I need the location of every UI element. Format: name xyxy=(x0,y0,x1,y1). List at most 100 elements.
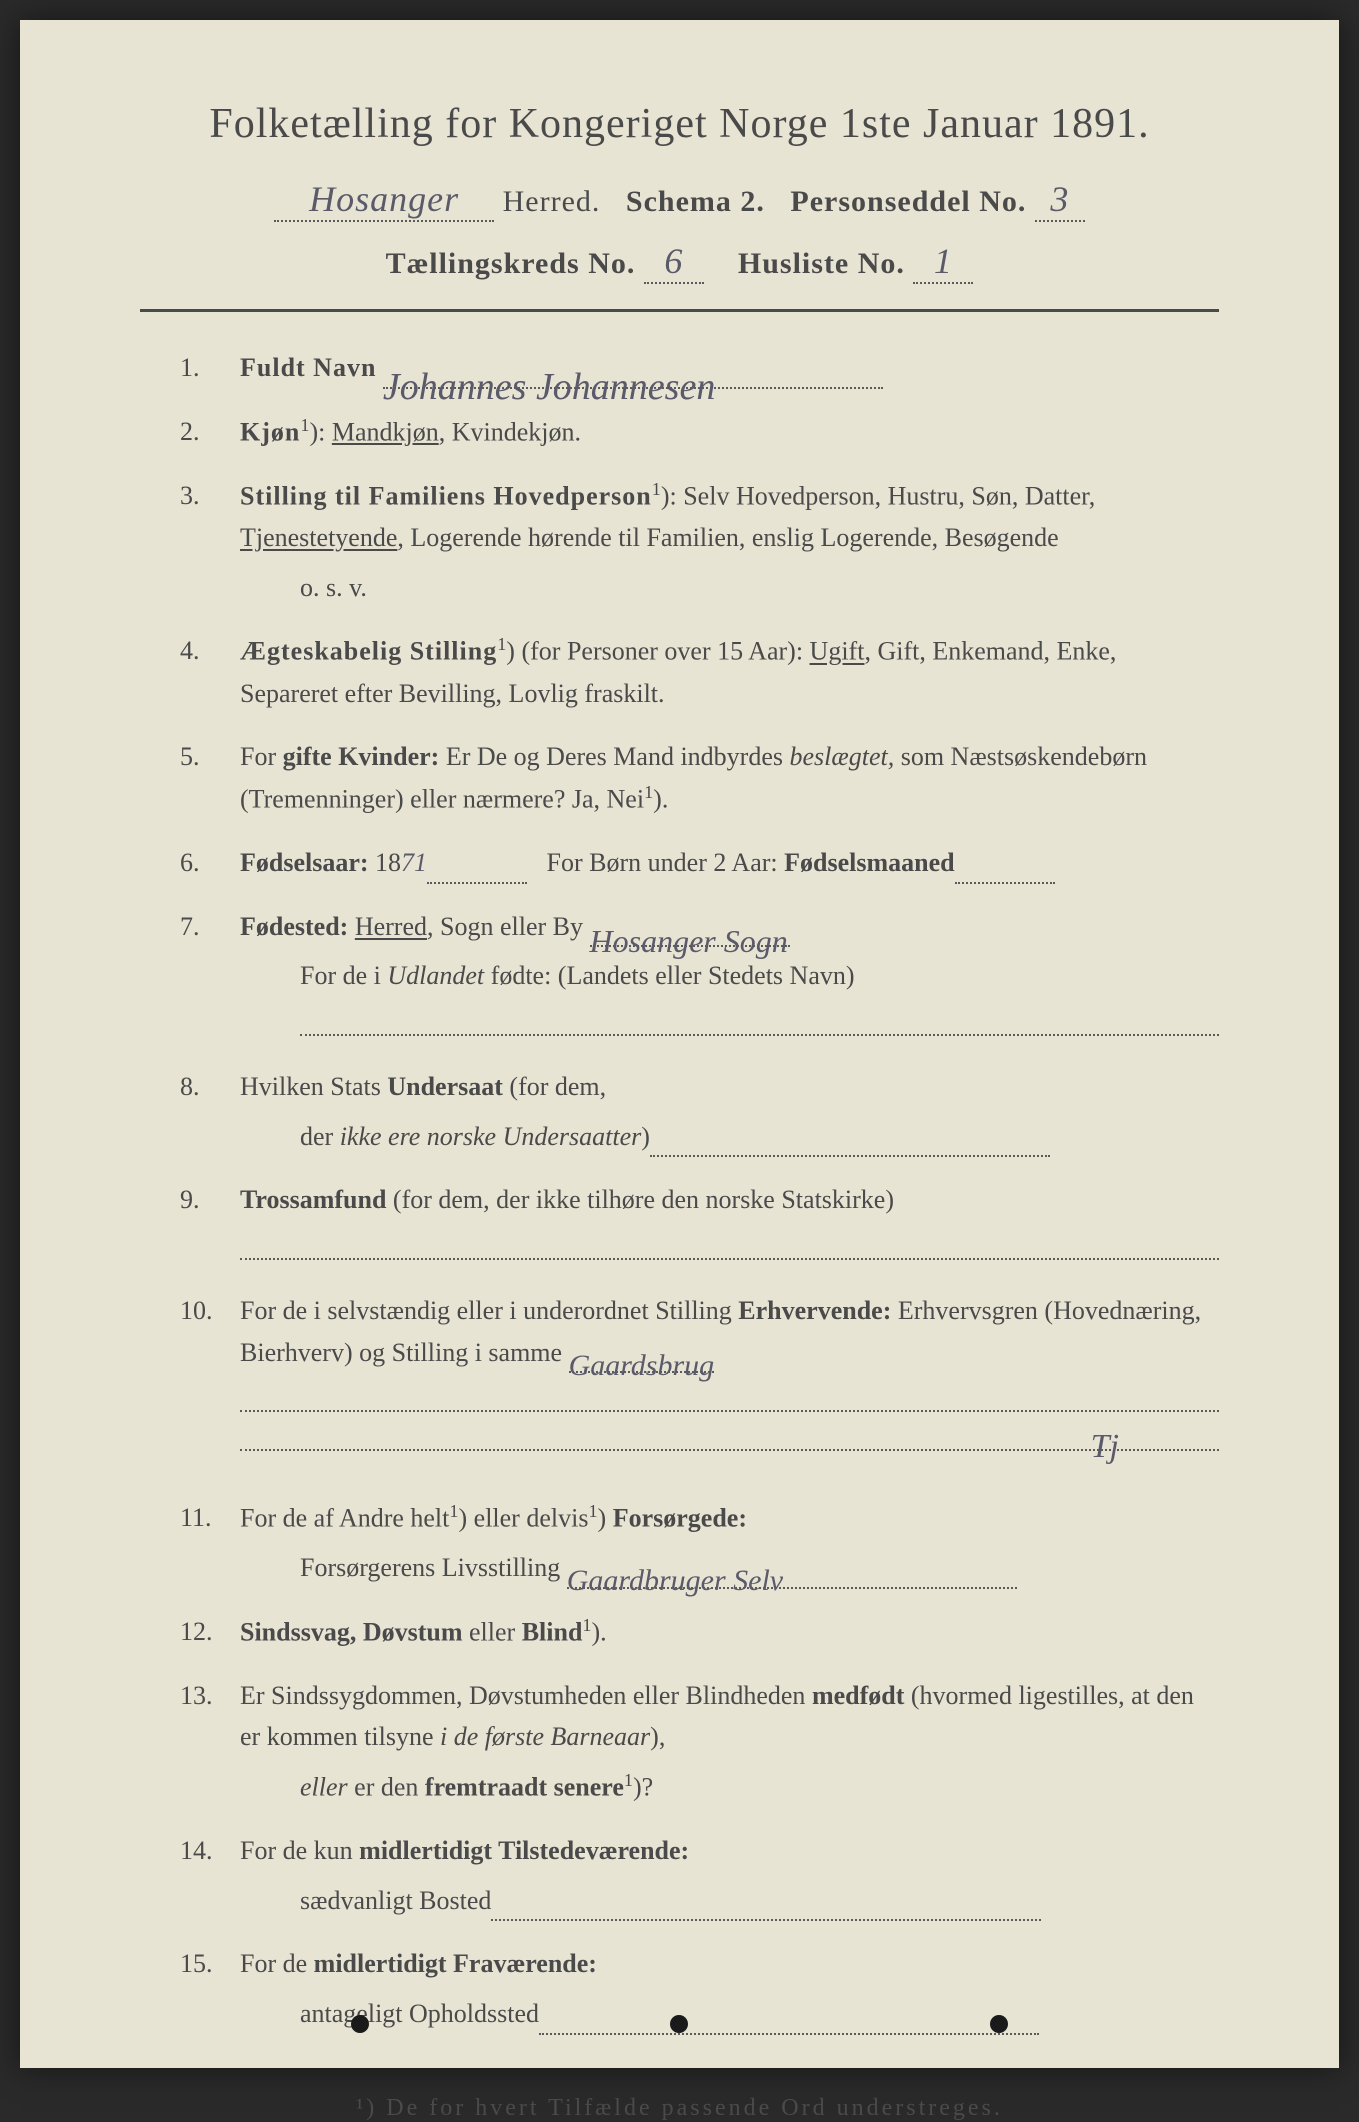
item-8-content: Hvilken Stats Undersaat (for dem, der ik… xyxy=(240,1066,1219,1157)
item-10-pre: For de i selvstændig eller i underordnet… xyxy=(240,1296,732,1325)
divider xyxy=(140,309,1219,312)
item-1-content: Fuldt Navn Johannes Johannesen xyxy=(240,347,1219,389)
item-3: 3. Stilling til Familiens Hovedperson1):… xyxy=(180,475,1219,608)
item-2-content: Kjøn1): Mandkjøn, Kvindekjøn. xyxy=(240,411,1219,453)
item-8-line2-pre: der xyxy=(300,1122,333,1151)
item-9-label: Trossamfund xyxy=(240,1185,386,1214)
item-6-born-bold: Fødselsmaaned xyxy=(784,848,954,877)
item-14-content: For de kun midlertidigt Tilstedeværende:… xyxy=(240,1830,1219,1921)
hole-icon xyxy=(990,2015,1008,2033)
husliste-label: Husliste No. xyxy=(738,247,905,280)
hole-icon xyxy=(351,2015,369,2033)
item-9-num: 9. xyxy=(180,1179,240,1268)
husliste-no: 1 xyxy=(913,240,973,284)
item-13-num: 13. xyxy=(180,1675,240,1808)
item-8: 8. Hvilken Stats Undersaat (for dem, der… xyxy=(180,1066,1219,1157)
item-1-value-line: Johannes Johannesen xyxy=(383,357,883,388)
item-3-label: Stilling til Familiens Hovedperson xyxy=(240,482,652,511)
item-14: 14. For de kun midlertidigt Tilstedevære… xyxy=(180,1830,1219,1921)
item-13-bold: medfødt xyxy=(812,1681,904,1710)
item-12-text: eller xyxy=(469,1617,515,1646)
item-1-label: Fuldt Navn xyxy=(240,353,376,382)
item-11-value: Gaardbruger Selv xyxy=(567,1557,783,1605)
item-5-italic: beslægtet, xyxy=(790,742,895,771)
item-6-year-prefix: 18 xyxy=(375,848,401,877)
item-10-num: 10. xyxy=(180,1290,240,1475)
item-13: 13. Er Sindssygdommen, Døvstumheden elle… xyxy=(180,1675,1219,1808)
item-7-line2-italic: Udlandet xyxy=(387,961,484,990)
item-8-line2-italic: ikke ere norske Undersaatter xyxy=(340,1122,642,1151)
item-3-content: Stilling til Familiens Hovedperson1): Se… xyxy=(240,475,1219,608)
item-4-label: Ægteskabelig Stilling xyxy=(240,637,497,666)
item-12: 12. Sindssvag, Døvstum eller Blind1). xyxy=(180,1611,1219,1653)
item-7-label: Fødested: xyxy=(240,912,348,941)
item-5-content: For gifte Kvinder: Er De og Deres Mand i… xyxy=(240,736,1219,820)
item-5-bold: gifte Kvinder: xyxy=(283,742,440,771)
item-15-bold: midlertidigt Fraværende: xyxy=(314,1949,597,1978)
item-12-bold2: Blind xyxy=(522,1617,583,1646)
binding-holes xyxy=(20,2015,1339,2033)
header-line-1: Hosanger Herred. Schema 2. Personseddel … xyxy=(140,178,1219,222)
item-2-opt1: Mandkjøn xyxy=(332,417,439,446)
item-12-content: Sindssvag, Døvstum eller Blind1). xyxy=(240,1611,1219,1653)
item-2-label: Kjøn xyxy=(240,417,300,446)
item-11-bold: Forsørgede: xyxy=(613,1503,747,1532)
item-13-pre: Er Sindssygdommen, Døvstumheden eller Bl… xyxy=(240,1681,805,1710)
header-line-2: Tællingskreds No. 6 Husliste No. 1 xyxy=(140,240,1219,284)
item-13-content: Er Sindssygdommen, Døvstumheden eller Bl… xyxy=(240,1675,1219,1808)
item-5-pre: For xyxy=(240,742,276,771)
item-11-num: 11. xyxy=(180,1497,240,1589)
item-4-num: 4. xyxy=(180,630,240,714)
item-8-post: (for dem, xyxy=(509,1072,606,1101)
item-2-num: 2. xyxy=(180,411,240,453)
item-6-year: 71 xyxy=(401,842,427,884)
item-8-pre: Hvilken Stats xyxy=(240,1072,381,1101)
item-12-num: 12. xyxy=(180,1611,240,1653)
item-11-line2: Forsørgerens Livsstilling xyxy=(300,1553,560,1582)
item-10-content: For de i selvstændig eller i underordnet… xyxy=(240,1290,1219,1475)
item-5-text: Er De og Deres Mand indbyrdes xyxy=(446,742,783,771)
item-11-pre: For de af Andre helt xyxy=(240,1503,449,1532)
item-6-label: Fødselsaar: xyxy=(240,848,369,877)
item-14-num: 14. xyxy=(180,1830,240,1921)
footnote: ¹) De for hvert Tilfælde passende Ord un… xyxy=(140,2095,1219,2122)
item-15-pre: For de xyxy=(240,1949,307,1978)
item-7-line2-post: fødte: (Landets eller Stedets Navn) xyxy=(491,961,855,990)
kreds-no: 6 xyxy=(644,240,704,284)
item-1-num: 1. xyxy=(180,347,240,389)
form-title: Folketælling for Kongeriget Norge 1ste J… xyxy=(140,100,1219,148)
item-14-bold: midlertidigt Tilstedeværende: xyxy=(359,1836,689,1865)
personseddel-label: Personseddel No. xyxy=(790,185,1026,218)
item-7-value-line: Hosanger Sogn xyxy=(590,916,790,947)
item-13-line2-italic: eller xyxy=(300,1773,348,1802)
item-9: 9. Trossamfund (for dem, der ikke tilhør… xyxy=(180,1179,1219,1268)
item-7-content: Fødested: Herred, Sogn eller By Hosanger… xyxy=(240,906,1219,1044)
personseddel-no: 3 xyxy=(1035,178,1085,222)
item-11: 11. For de af Andre helt1) eller delvis1… xyxy=(180,1497,1219,1589)
herred-label: Herred. xyxy=(503,185,601,218)
item-10-bold: Erhvervende: xyxy=(738,1296,891,1325)
item-3-suffix: o. s. v. xyxy=(300,567,1219,609)
hole-icon xyxy=(670,2015,688,2033)
item-3-num: 3. xyxy=(180,475,240,608)
item-4: 4. Ægteskabelig Stilling1) (for Personer… xyxy=(180,630,1219,714)
item-9-text: (for dem, der ikke tilhøre den norske St… xyxy=(393,1185,894,1214)
item-14-line2: sædvanligt Bosted xyxy=(300,1886,491,1915)
item-13-post2: ), xyxy=(650,1722,665,1751)
item-10-value2: Tj xyxy=(1091,1420,1119,1474)
item-12-label: Sindssvag, Døvstum xyxy=(240,1617,463,1646)
item-11-mid: eller delvis xyxy=(474,1503,589,1532)
item-2: 2. Kjøn1): Mandkjøn, Kvindekjøn. xyxy=(180,411,1219,453)
item-10: 10. For de i selvstændig eller i underor… xyxy=(180,1290,1219,1475)
herred-value: Hosanger xyxy=(274,178,494,222)
item-13-line2-bold: fremtraadt senere xyxy=(425,1773,624,1802)
item-6-num: 6. xyxy=(180,842,240,884)
item-7-line2-pre: For de i xyxy=(300,961,381,990)
schema-label: Schema 2. xyxy=(626,185,765,218)
item-11-content: For de af Andre helt1) eller delvis1) Fo… xyxy=(240,1497,1219,1589)
item-5-num: 5. xyxy=(180,736,240,820)
item-13-line2: er den xyxy=(354,1773,418,1802)
census-form-page: Folketælling for Kongeriget Norge 1ste J… xyxy=(20,20,1339,2068)
item-7-num: 7. xyxy=(180,906,240,1044)
item-6-born-label: For Børn under 2 Aar: xyxy=(547,848,778,877)
